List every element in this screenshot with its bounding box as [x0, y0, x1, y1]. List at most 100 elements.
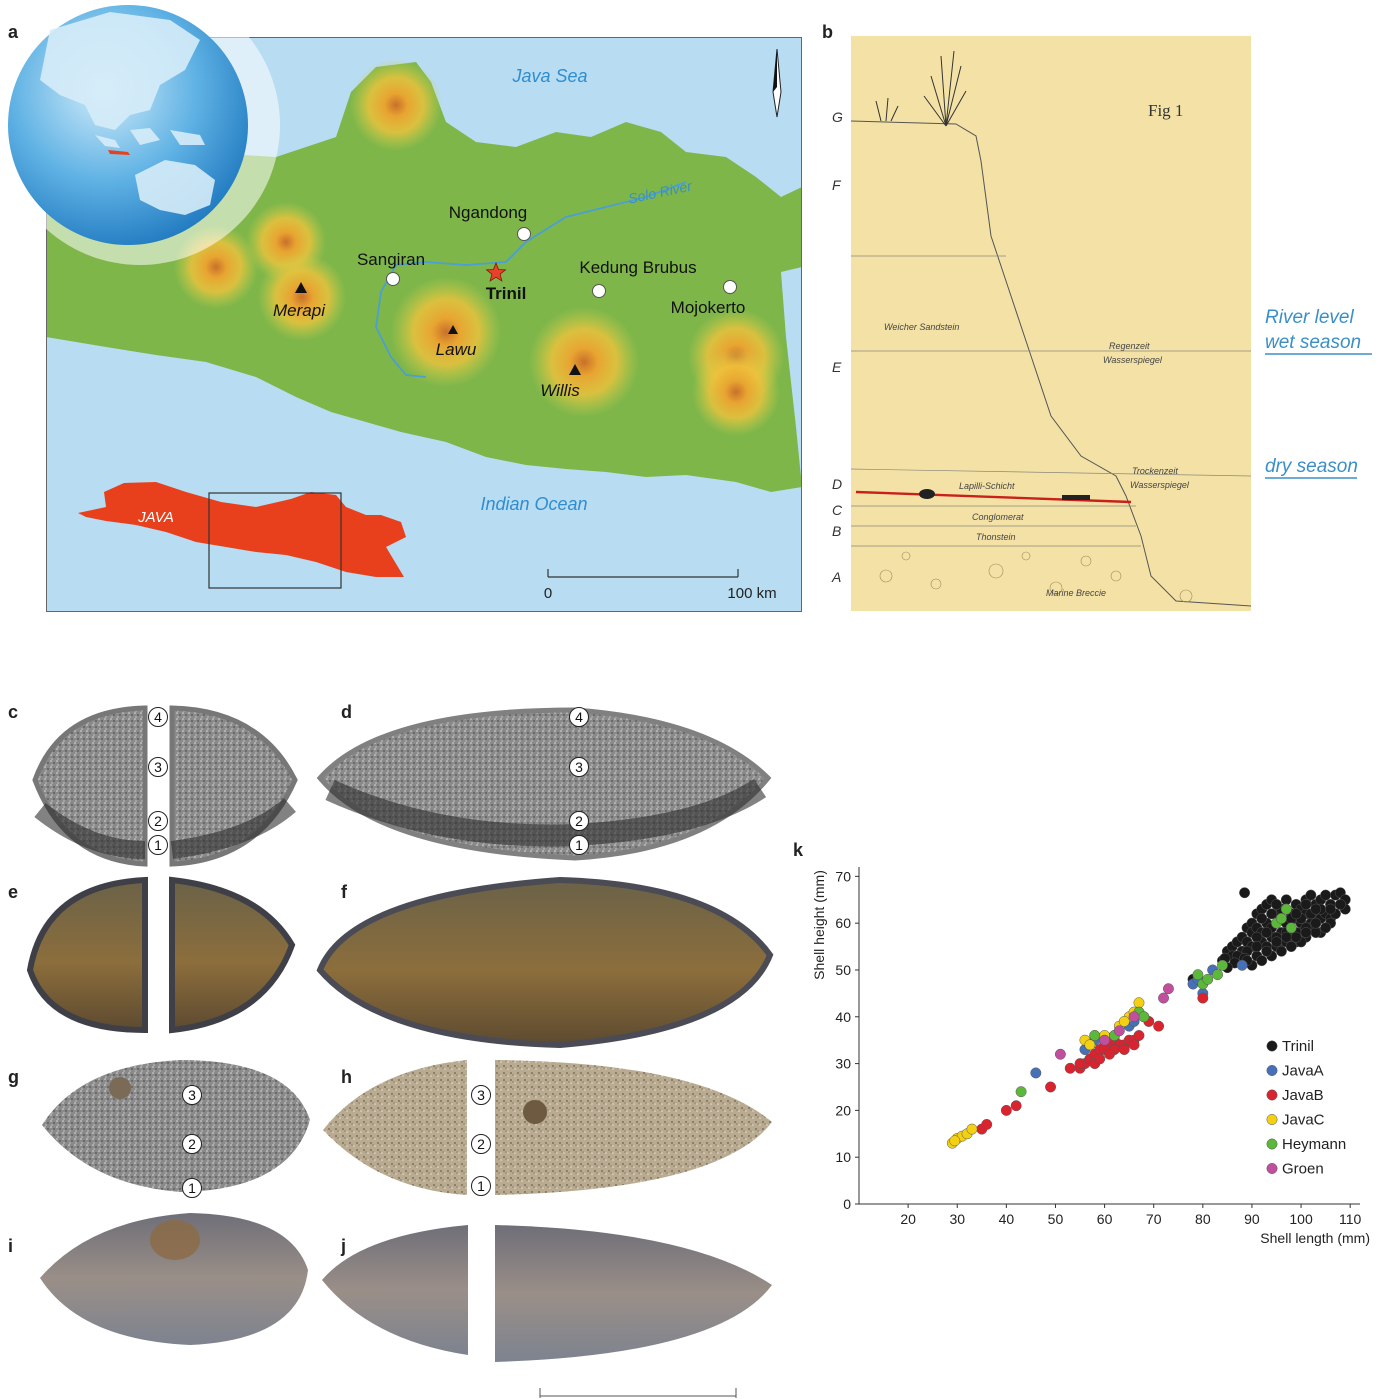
shell-scale-bar — [539, 1388, 737, 1398]
legend-label-javac: JavaC — [1282, 1112, 1325, 1129]
svg-text:2: 2 — [154, 813, 162, 829]
panel-label-a: a — [8, 22, 19, 42]
panel-label-j: j — [341, 1236, 347, 1256]
site-label-trinil: Trinil — [486, 284, 527, 303]
note-wasserspiegel-dry: Wasserspiegel — [1130, 480, 1190, 490]
svg-text:3: 3 — [575, 759, 583, 775]
data-point-heymann — [1202, 973, 1214, 985]
panel-label-i: i — [8, 1236, 14, 1256]
x-axis-title: Shell length (mm) — [1260, 1230, 1370, 1246]
x-tick-label: 20 — [900, 1211, 916, 1227]
java-highlight — [108, 150, 130, 155]
marker-2: 2 — [182, 1134, 202, 1154]
data-point-groen — [1054, 1048, 1066, 1060]
layer-label-f: F — [832, 177, 842, 193]
note-lapilli: Lapilli-Schicht — [959, 481, 1015, 491]
australia-landmass — [135, 160, 215, 215]
data-point-javaa — [1236, 959, 1248, 971]
dry-season-label: dry season — [1265, 456, 1358, 477]
x-tick-label: 40 — [999, 1211, 1015, 1227]
data-point-groen — [1158, 992, 1169, 1004]
legend-marker-javac — [1266, 1114, 1278, 1125]
data-point-javab — [1064, 1062, 1076, 1074]
x-tick-label: 60 — [1097, 1211, 1113, 1227]
java-map: Java Sea Indian Ocean Solo River Ngandon… — [46, 37, 802, 612]
volcano-label-merapi: Merapi — [273, 301, 326, 320]
data-point-groen — [1113, 1025, 1125, 1037]
lapilli-layer-line — [855, 490, 1132, 504]
java-inset-shape — [78, 482, 406, 577]
inset-extent-box — [208, 492, 342, 589]
vegetation-icon — [875, 50, 967, 127]
data-point-javab — [1094, 1053, 1106, 1065]
data-point-heymann — [1015, 1086, 1027, 1098]
data-point-trinil — [1310, 917, 1322, 929]
x-tick-label: 50 — [1048, 1211, 1064, 1227]
note-thonstein: Thonstein — [976, 532, 1016, 542]
site-marker-mojokerto — [723, 280, 737, 294]
y-axis-title: Shell height (mm) — [811, 870, 827, 980]
data-point-trinil — [1290, 908, 1302, 920]
data-point-groen — [1128, 1011, 1140, 1023]
asia-landmass — [40, 12, 200, 130]
y-tick-label: 60 — [835, 915, 851, 931]
marker-2: 2 — [471, 1134, 491, 1154]
data-point-javab — [1104, 1048, 1115, 1060]
highland — [391, 277, 501, 387]
data-point-javab — [1128, 1039, 1140, 1051]
section-paper — [851, 36, 1251, 611]
svg-text:3: 3 — [188, 1087, 196, 1103]
river-level-label: River level — [1265, 307, 1354, 328]
legend-label-heymann: Heymann — [1282, 1136, 1346, 1153]
y-tick-label: 20 — [835, 1102, 851, 1118]
data-point-trinil — [1310, 927, 1322, 938]
legend-label-groen: Groen — [1282, 1161, 1324, 1178]
indonesia-islands — [95, 128, 205, 148]
data-point-heymann — [1285, 922, 1297, 934]
svg-text:2: 2 — [188, 1136, 196, 1152]
layer-label-d: D — [832, 476, 842, 492]
volcano-icon — [569, 364, 581, 375]
data-point-heymann — [1138, 1011, 1150, 1023]
y-tick-label: 10 — [835, 1149, 851, 1165]
legend-label-trinil: Trinil — [1282, 1038, 1314, 1055]
shell-section-e-right — [169, 876, 296, 1034]
geological-section: G F E D C B A Fig 1 Weicher Sandstein Re… — [831, 36, 1372, 611]
site-label-ngandong: Ngandong — [449, 203, 527, 222]
wet-season-label: wet season — [1265, 332, 1361, 353]
highland — [529, 307, 639, 417]
svg-text:1: 1 — [188, 1180, 196, 1196]
volcano-icon — [448, 325, 458, 334]
data-point-trinil — [1256, 955, 1268, 967]
marker-3: 3 — [148, 757, 168, 777]
shell-section-j-left — [322, 1225, 468, 1355]
data-point-heymann — [1275, 913, 1287, 924]
data-point-javab — [1153, 1020, 1165, 1032]
trinil-star-icon — [485, 261, 507, 282]
cliff-profile — [850, 120, 1252, 607]
svg-text:2: 2 — [477, 1136, 485, 1152]
scale-bar — [547, 569, 739, 578]
fossil-find — [919, 489, 935, 499]
volcano-label-willis: Willis — [540, 381, 580, 400]
y-tick-label: 30 — [835, 1056, 851, 1072]
marker-3: 3 — [471, 1085, 491, 1105]
data-point-trinil — [1300, 898, 1312, 910]
indian-ocean-label: Indian Ocean — [480, 494, 587, 514]
java-sea-label: Java Sea — [511, 66, 587, 86]
site-label-kedung-brubus: Kedung Brubus — [579, 258, 696, 277]
marker-1: 1 — [182, 1178, 202, 1198]
data-point-groen — [1162, 983, 1174, 995]
data-point-trinil — [1305, 889, 1317, 901]
madura-island — [771, 192, 802, 227]
north-arrow-icon — [772, 48, 782, 118]
site-label-mojokerto: Mojokerto — [671, 298, 746, 317]
marker-4: 4 — [148, 707, 168, 727]
shell-section-h-right — [495, 1060, 772, 1195]
note-marine-breccie: Marine Breccie — [1046, 588, 1106, 598]
data-point-heymann — [1280, 903, 1292, 915]
data-point-javab — [1133, 1030, 1145, 1041]
layer-label-e: E — [832, 359, 842, 375]
x-tick-label: 70 — [1146, 1211, 1162, 1227]
shell-section-i — [40, 1213, 308, 1345]
